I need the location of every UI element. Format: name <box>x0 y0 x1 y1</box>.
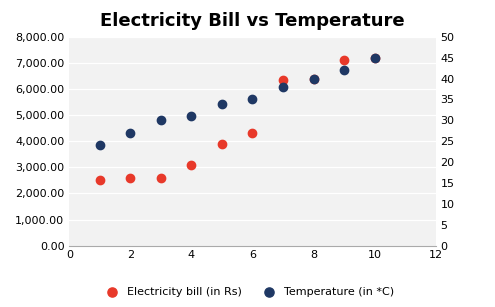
Electricity bill (in Rs) <box>188 162 196 167</box>
Legend: Electricity bill (in Rs), Temperature (in *C): Electricity bill (in Rs), Temperature (i… <box>97 282 398 301</box>
Electricity bill (in Rs) <box>248 131 256 136</box>
Title: Electricity Bill vs Temperature: Electricity Bill vs Temperature <box>100 12 405 30</box>
Temperature (in *C) <box>371 55 379 60</box>
Temperature (in *C) <box>248 97 256 102</box>
Temperature (in *C) <box>279 84 287 89</box>
Temperature (in *C) <box>126 130 134 135</box>
Temperature (in *C) <box>157 118 165 123</box>
Temperature (in *C) <box>96 143 104 148</box>
Electricity bill (in Rs) <box>126 175 134 180</box>
Electricity bill (in Rs) <box>309 76 317 81</box>
Electricity bill (in Rs) <box>340 58 348 63</box>
Electricity bill (in Rs) <box>157 175 165 180</box>
Temperature (in *C) <box>309 76 317 81</box>
Electricity bill (in Rs) <box>218 141 226 146</box>
Electricity bill (in Rs) <box>279 77 287 82</box>
Electricity bill (in Rs) <box>371 55 379 60</box>
Temperature (in *C) <box>340 68 348 73</box>
Temperature (in *C) <box>188 114 196 119</box>
Temperature (in *C) <box>218 101 226 106</box>
Electricity bill (in Rs) <box>96 178 104 183</box>
